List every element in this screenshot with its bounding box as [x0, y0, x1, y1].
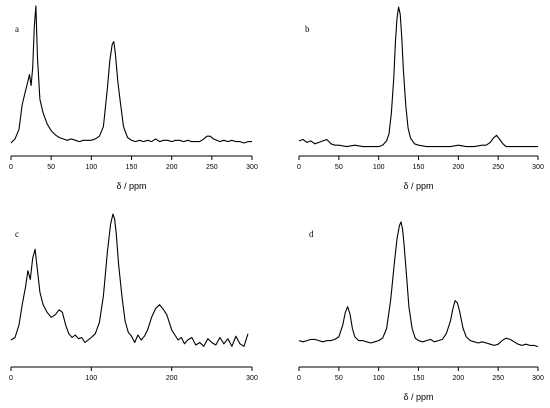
x-tick-label: 300: [246, 164, 258, 171]
x-tick-label: 300: [532, 164, 544, 171]
spectrum-line: [10, 213, 249, 347]
x-tick-label: 150: [126, 164, 138, 171]
x-tick-label: 100: [373, 164, 385, 171]
x-tick-label: 50: [47, 164, 55, 171]
x-tick-label: 100: [85, 164, 97, 171]
x-tick-label: 150: [413, 164, 425, 171]
panel-d: 0 50 100 150 200 250 300 δ / ppm d: [297, 221, 544, 402]
panel-label: c: [15, 229, 19, 239]
panel-c: 0 100 200 300 c: [9, 213, 258, 382]
x-axis-label: δ / ppm: [403, 181, 433, 191]
x-tick-label: 0: [9, 375, 13, 382]
x-tick-label: 250: [492, 164, 504, 171]
panel-label: a: [15, 24, 19, 34]
x-tick-label: 200: [452, 164, 464, 171]
x-tick-label: 50: [335, 375, 343, 382]
panel-label: b: [305, 24, 310, 34]
x-tick-label: 100: [85, 375, 97, 382]
x-tick-label: 200: [166, 375, 178, 382]
x-tick-label: 300: [532, 375, 544, 382]
x-tick-label: 150: [413, 375, 425, 382]
x-axis-label: δ / ppm: [403, 392, 433, 402]
x-tick-label: 250: [492, 375, 504, 382]
x-tick-label: 0: [297, 164, 301, 171]
x-axis-label: δ / ppm: [116, 181, 146, 191]
x-tick-label: 0: [297, 375, 301, 382]
x-tick-label: 0: [9, 164, 13, 171]
x-tick-label: 50: [335, 164, 343, 171]
x-tick-label: 200: [452, 375, 464, 382]
spectrum-line: [298, 221, 539, 348]
panel-label: d: [309, 229, 314, 239]
panel-a: 0 50 100 150 200 250 300 δ / ppm a: [9, 5, 258, 191]
x-tick-label: 300: [246, 375, 258, 382]
spectrum-line: [10, 5, 252, 144]
spectrum-line: [298, 6, 538, 148]
x-tick-label: 200: [166, 164, 178, 171]
x-tick-label: 100: [373, 375, 385, 382]
x-tick-label: 250: [206, 164, 218, 171]
panel-b: 0 50 100 150 200 250 300 δ / ppm b: [297, 6, 544, 191]
